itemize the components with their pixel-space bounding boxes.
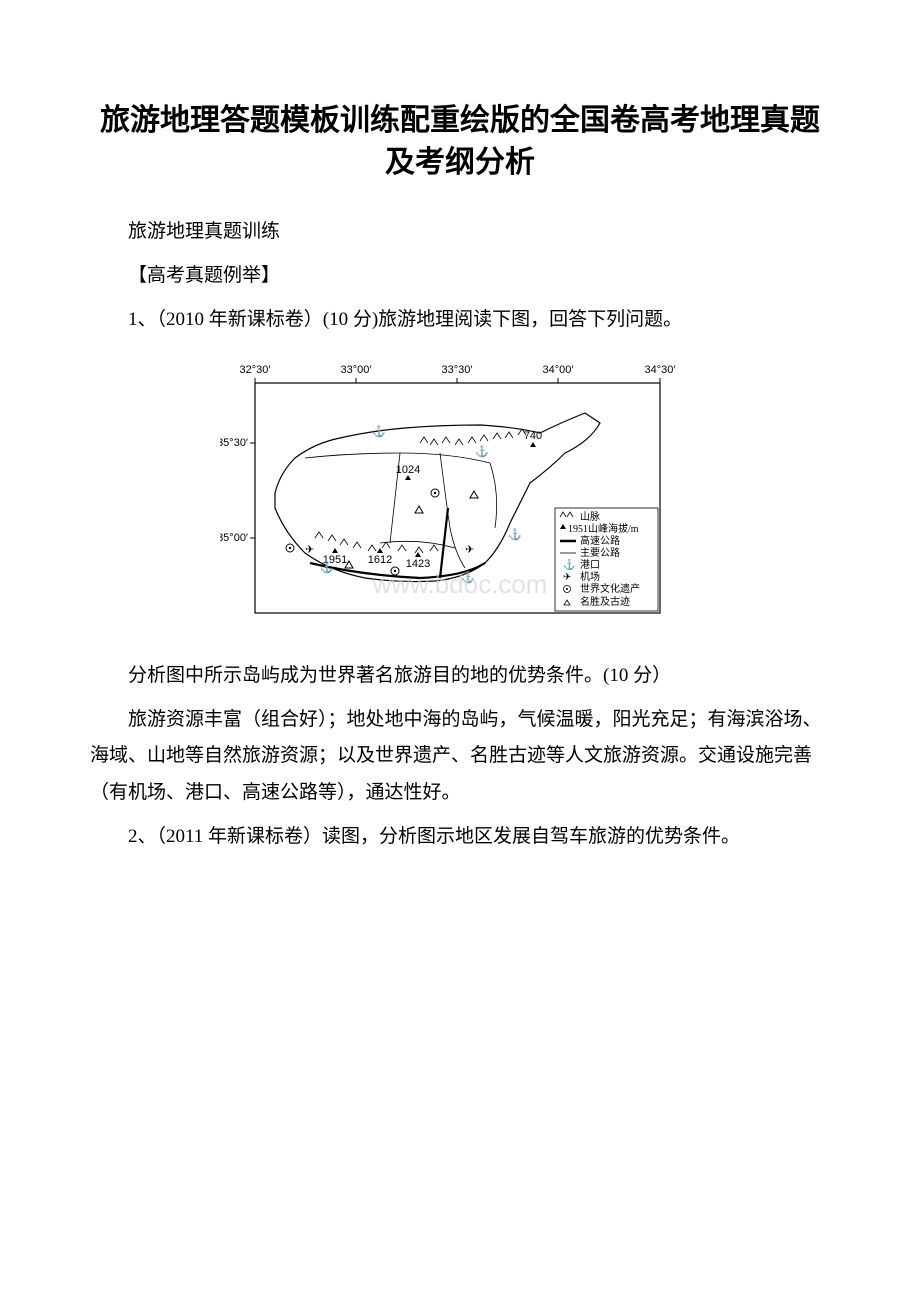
paragraph-q1-prompt: 分析图中所示岛屿成为世界著名旅游目的地的优势条件。(10 分） [90,658,830,694]
lon-label-4: 34°30′ [645,364,676,376]
paragraph-q1: 1、（2010 年新课标卷）(10 分)旅游地理阅读下图，回答下列问题。 [90,302,830,338]
svg-text:1024: 1024 [396,464,420,476]
svg-text:⚓: ⚓ [372,425,386,438]
peak-740: 740 [524,430,542,447]
lon-label-2: 33°30′ [442,364,473,376]
svg-text:✈: ✈ [563,572,571,583]
svg-text:✈: ✈ [465,544,474,556]
highway-central [440,508,448,578]
svg-text:⚓: ⚓ [508,528,522,541]
svg-text:机场: 机场 [580,570,600,583]
lon-label-0: 32°30′ [240,364,271,376]
svg-text:✈: ✈ [305,544,314,556]
paragraph-intro: 旅游地理真题训练 [90,214,830,250]
svg-text:主要公路: 主要公路 [580,546,620,559]
lat-label-1: 35°00′ [220,532,248,544]
svg-text:世界文化遗产: 世界文化遗产 [580,582,640,595]
peak-1612: 1612 [368,548,392,566]
lon-label-3: 34°00′ [543,364,574,376]
peak-1423: 1423 [406,552,430,570]
scenic-symbols [345,491,478,568]
svg-text:港口: 港口 [580,559,600,571]
document-title: 旅游地理答题模板训练配重绘版的全国卷高考地理真题及考纲分析 [90,100,830,184]
svg-text:高速公路: 高速公路 [580,534,620,547]
paragraph-q2: 2、（2011 年新课标卷）读图，分析图示地区发展自驾车旅游的优势条件。 [90,819,830,855]
south-mountains [315,532,438,553]
road-east [490,463,497,528]
paragraph-heading: 【高考真题例举】 [90,258,830,294]
svg-text:名胜及古迹: 名胜及古迹 [580,595,630,608]
svg-text:1951山峰海拔/m: 1951山峰海拔/m [568,522,639,535]
svg-text:山脉: 山脉 [580,510,600,523]
svg-text:⚓: ⚓ [320,561,334,574]
lon-label-1: 33°00′ [341,364,372,376]
watermark-text: www.bdoc.com [372,569,548,599]
lat-label-0: 35°30′ [220,437,248,449]
peak-1024: 1024 [396,464,420,480]
map-figure: 32°30′ 33°00′ 33°30′ 34°00′ 34°30′ 35°30… [90,353,830,638]
svg-text:1612: 1612 [368,554,392,566]
svg-text:⚓: ⚓ [475,445,489,458]
north-mountains [420,429,526,445]
road-north [305,453,490,463]
cyprus-map-svg: 32°30′ 33°00′ 33°30′ 34°00′ 34°30′ 35°30… [220,353,700,633]
paragraph-q1-answer: 旅游资源丰富（组合好）；地处地中海的岛屿，气候温暖，阳光充足；有海滨浴场、海域、… [90,702,830,810]
svg-text:740: 740 [524,430,542,442]
svg-text:⚓: ⚓ [563,558,575,571]
